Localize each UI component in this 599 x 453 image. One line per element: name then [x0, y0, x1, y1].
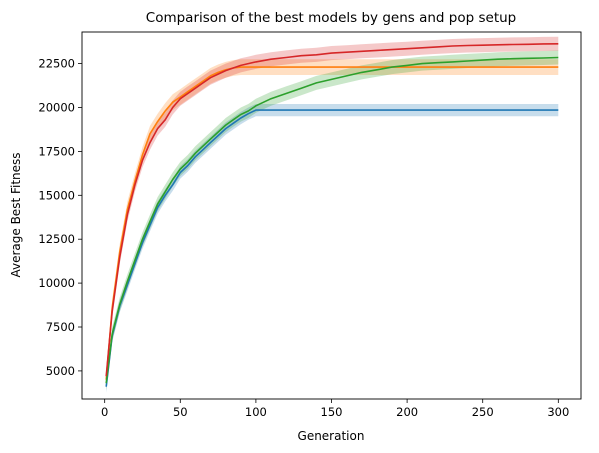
y-tick-label: 12500 — [38, 232, 75, 246]
y-tick-label: 7500 — [46, 320, 75, 334]
series-2-line — [105, 66, 559, 380]
x-tick-label: 250 — [472, 405, 494, 419]
y-tick-label: 15000 — [38, 188, 75, 202]
y-tick-label: 20000 — [38, 101, 75, 115]
y-tick-label: 10000 — [38, 276, 75, 290]
series-3-line — [105, 56, 559, 384]
series-1-confidence-band — [106, 104, 559, 393]
chart-title: Comparison of the best models by gens an… — [146, 10, 516, 26]
x-tick-label: 50 — [173, 405, 188, 419]
series-4-confidence-band — [106, 36, 559, 384]
y-tick-label: 22500 — [38, 57, 75, 71]
x-tick-label: 0 — [101, 405, 108, 419]
x-tick-label: 300 — [547, 405, 569, 419]
x-tick-label: 100 — [245, 405, 267, 419]
x-tick-label: 200 — [396, 405, 418, 419]
y-tick-label: 17500 — [38, 144, 75, 158]
plot-area — [105, 36, 559, 393]
axis-ticks: 0 50 100 150 200 250 300 5000 7500 10000 12500 1500… — [38, 57, 569, 419]
x-tick-label: 150 — [321, 405, 343, 419]
x-axis-label: Generation — [298, 429, 365, 443]
series-4-line — [105, 43, 559, 377]
axes-frame — [81, 31, 582, 400]
series-1-line — [105, 109, 559, 387]
y-tick-label: 5000 — [46, 364, 75, 378]
y-axis-label: Average Best Fitness — [9, 152, 23, 277]
